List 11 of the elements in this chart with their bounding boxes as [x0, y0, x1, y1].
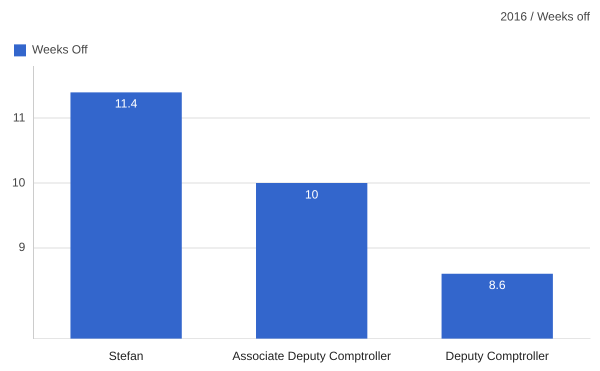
y-tick-label: 9 — [18, 240, 26, 254]
legend-label: Weeks Off — [32, 42, 88, 57]
x-tick-label: Deputy Comptroller — [446, 349, 549, 364]
y-tick-label: 10 — [12, 175, 26, 190]
data-label: 11.4 — [114, 96, 138, 111]
y-tick-label: 11 — [12, 110, 26, 125]
x-tick-label: Associate Deputy Comptroller — [232, 349, 392, 364]
data-label: 10 — [304, 187, 319, 202]
chart-title: 2016 / Weeks off — [500, 10, 591, 24]
x-tick-label: Stefan — [108, 349, 144, 364]
data-label: 8.6 — [488, 278, 506, 292]
